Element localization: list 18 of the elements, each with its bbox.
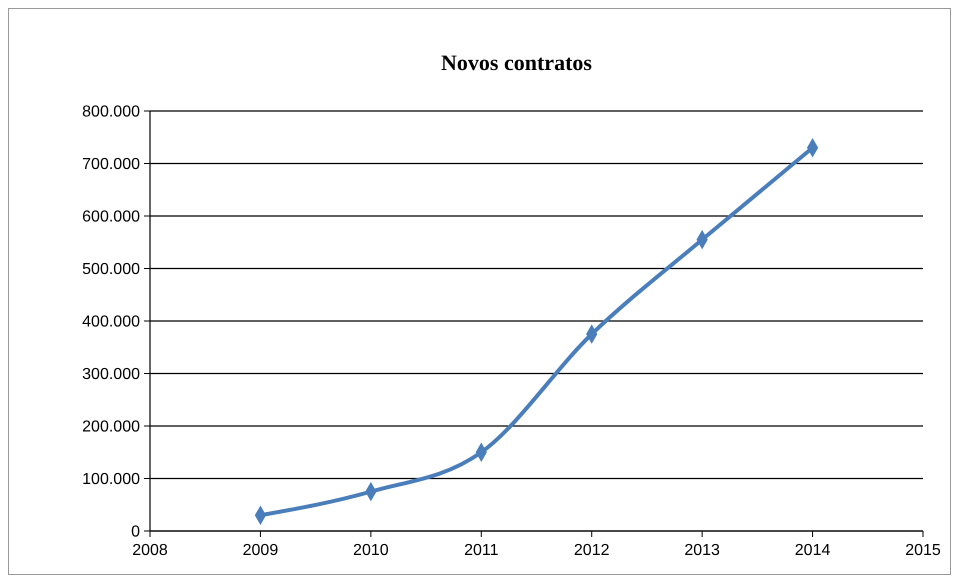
y-tick-label: 700.000 — [82, 156, 140, 174]
y-tick-label: 400.000 — [82, 314, 140, 331]
chart-title: Novos contratos — [441, 50, 592, 75]
y-tick-label: 600.000 — [82, 208, 140, 226]
x-tick-label: 2009 — [242, 542, 278, 559]
y-tick-label: 200.000 — [82, 418, 140, 436]
x-tick-label: 2008 — [132, 542, 168, 559]
x-tick-label: 2012 — [574, 542, 610, 559]
x-tick-label: 2014 — [794, 542, 830, 559]
x-tick-label: 2010 — [353, 542, 389, 559]
x-tick-label: 2011 — [464, 542, 499, 559]
x-tick-label: 2013 — [684, 542, 720, 559]
y-tick-label: 100.000 — [82, 471, 140, 488]
y-tick-label: 500.000 — [82, 261, 140, 278]
y-tick-label: 300.000 — [82, 366, 140, 384]
y-tick-label: 0 — [131, 524, 140, 541]
y-tick-label: 800.000 — [82, 104, 140, 121]
x-tick-label: 2015 — [905, 542, 941, 559]
